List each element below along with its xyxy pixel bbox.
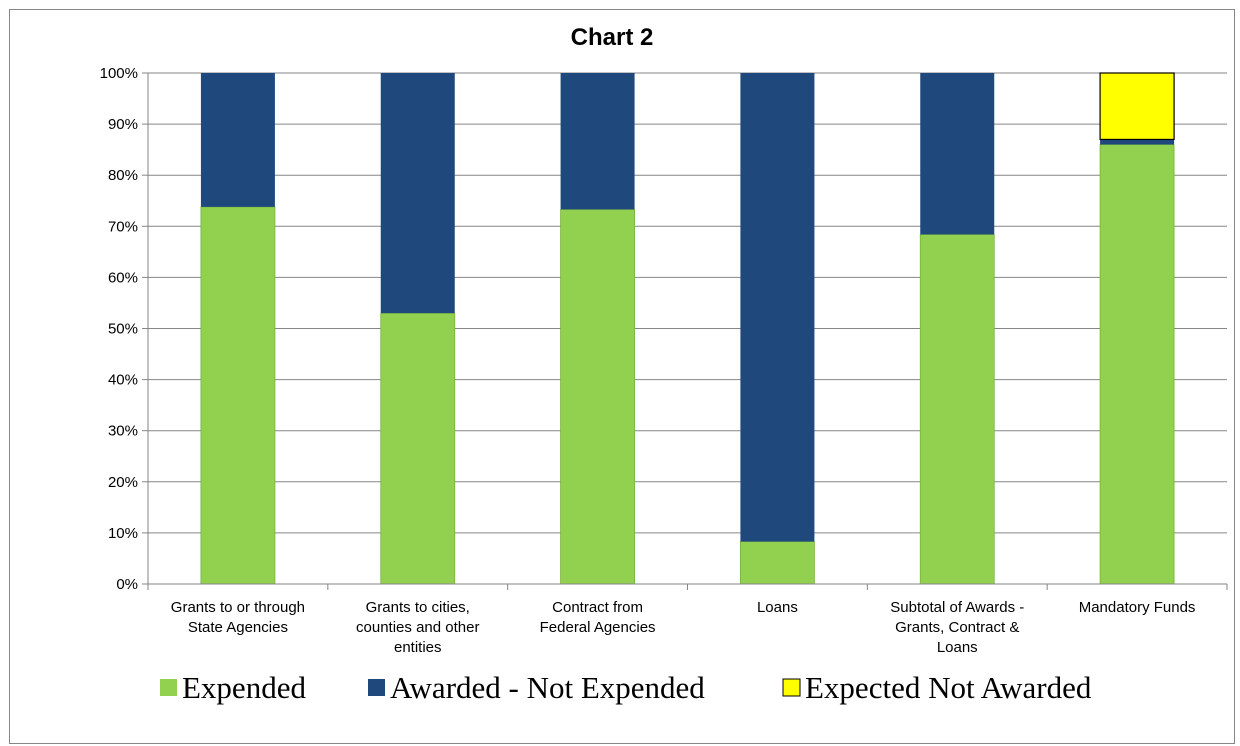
bar-expended [919,234,995,585]
legend-label: Awarded - Not Expended [390,670,705,705]
x-tick-label: Contract from Federal Agencies [540,599,656,636]
bar-expended [200,206,276,585]
bar-expended [1099,144,1175,585]
y-tick-label: 70% [108,218,138,235]
legend-item: Awarded - Not Expended [368,670,705,705]
bars [200,72,1175,585]
legend-label: Expected Not Awarded [805,670,1092,705]
bar-expected-not-awarded [1099,72,1175,141]
y-tick-label: 10% [108,525,138,542]
bar-awarded-not-expended [200,73,275,207]
chart-title: Chart 2 [571,24,654,51]
y-tick-label: 40% [108,372,138,389]
legend-swatch [782,678,801,697]
y-tick-label: 50% [108,321,138,338]
bar-awarded-not-expended [1100,139,1175,145]
legend-swatch [160,679,177,696]
bar-awarded-not-expended [740,73,815,542]
axes: 0% 10% 20% 30% 40% 50% 60% 70% 80% 90% 100% Grants … [100,65,1228,656]
bar-expended [740,541,815,585]
legend-item: Expended [160,670,306,705]
x-tick-label: Grants to or through State Agencies [171,599,305,636]
y-tick-label: 0% [116,576,138,593]
legend-swatch [368,679,385,696]
bar-expended [560,209,635,585]
y-tick-label: 20% [108,474,138,491]
gridlines [148,72,1227,534]
legend-item: Expected Not Awarded [782,670,1092,705]
x-tick-label: Loans [757,599,798,616]
y-tick-label: 100% [100,65,138,82]
x-tick-label: Grants to cities, counties and other entit… [356,599,479,656]
legend: Expended Awarded - Not Expended Expected N… [160,670,1092,705]
bar-awarded-not-expended [920,73,995,235]
bar-expended [380,312,456,585]
bar-awarded-not-expended [380,73,455,314]
y-tick-label: 30% [108,423,138,440]
bar-awarded-not-expended [560,73,635,210]
x-tick-label: Subtotal of Awards -Grants, Contract & Lo… [890,599,1024,656]
y-tick-label: 60% [108,269,138,286]
y-tick-label: 90% [108,116,138,133]
y-tick-label: 80% [108,167,138,184]
legend-label: Expended [182,670,306,705]
x-tick-label: Mandatory Funds [1079,599,1196,616]
